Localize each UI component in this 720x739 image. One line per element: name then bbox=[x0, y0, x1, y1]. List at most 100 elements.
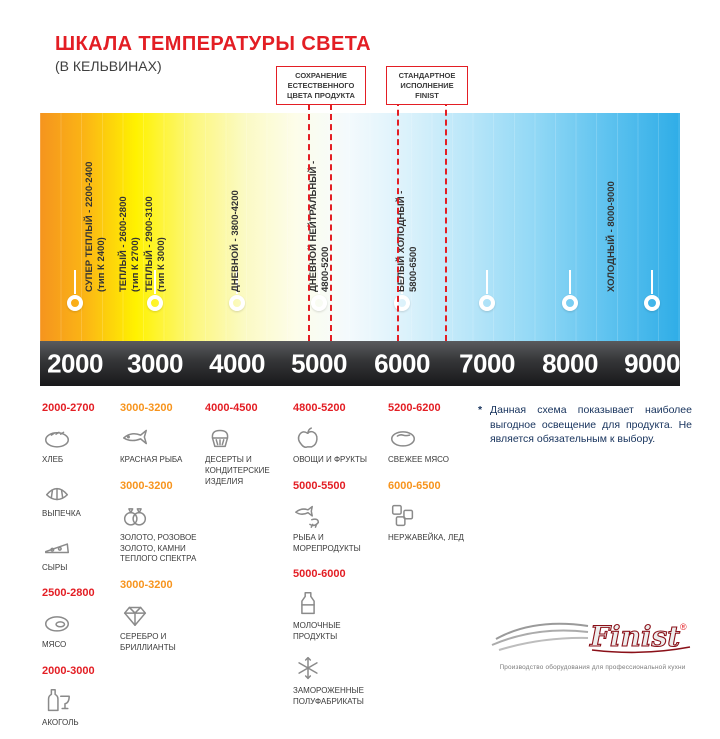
product-label: ХЛЕБ bbox=[42, 455, 64, 464]
product-item: ЗАМОРОЖЕННЫЕ ПОЛУФАБРИКАТЫ bbox=[293, 653, 387, 708]
marker-stem bbox=[74, 270, 76, 294]
finist-logo: Finist ® Производство оборудования для п… bbox=[490, 612, 695, 671]
kelvin-tick: 2000 bbox=[47, 348, 103, 378]
fresh-meat-icon bbox=[388, 422, 418, 452]
kelvin-tick: 3000 bbox=[127, 348, 183, 378]
range-label: 3000-3200 bbox=[120, 479, 173, 492]
logo-text: Finist bbox=[589, 620, 680, 653]
marker-ring-icon bbox=[229, 295, 245, 311]
product-column: 4800-5200 ОВОЩИ И ФРУКТЫ 5000-5500 РЫБА И М… bbox=[293, 402, 387, 718]
product-item: КРАСНАЯ РЫБА bbox=[120, 422, 202, 466]
marker-ring-icon bbox=[479, 295, 495, 311]
marker-stem bbox=[318, 270, 320, 294]
product-item: ЗОЛОТО, РОЗОВОЕ ЗОЛОТО, КАМНИ ТЕПЛОГО СП… bbox=[120, 500, 202, 565]
cheese-icon bbox=[42, 530, 72, 560]
marker-ring-icon bbox=[562, 295, 578, 311]
footnote-marker: * bbox=[478, 404, 483, 416]
product-item: МЯСО bbox=[42, 607, 118, 651]
kelvin-tick: 5000 bbox=[291, 348, 347, 378]
pastry-icon bbox=[42, 476, 72, 506]
logo-tagline: Производство оборудования для профессион… bbox=[499, 664, 686, 671]
meat-icon bbox=[42, 607, 72, 637]
range-label: 5000-6000 bbox=[293, 568, 346, 581]
diamond-icon bbox=[120, 599, 150, 629]
footnote-text: Данная схема показывает наиболее выгодно… bbox=[490, 404, 692, 446]
marker-ring-icon bbox=[147, 295, 163, 311]
product-label: ОВОЩИ И ФРУКТЫ bbox=[293, 455, 367, 464]
range-label: 4800-5200 bbox=[293, 402, 346, 414]
marker-stem bbox=[486, 270, 488, 294]
product-item: НЕРЖАВЕЙКА, ЛЕД bbox=[388, 500, 476, 544]
milk-icon bbox=[293, 588, 323, 618]
product-label: МЯСО bbox=[42, 640, 67, 650]
marker-stem bbox=[401, 270, 403, 294]
seafood-icon bbox=[293, 500, 323, 530]
callout-standard-finist: СТАНДАРТНОЕ ИСПОЛНЕНИЕ FINIST bbox=[386, 66, 468, 106]
product-label: СВЕЖЕЕ МЯСО bbox=[388, 455, 449, 464]
kelvin-ruler: 2000 3000 4000 5000 6000 7000 8000 9000 bbox=[40, 341, 680, 386]
product-label: РЫБА И МОРЕПРОДУКТЫ bbox=[293, 532, 361, 553]
marker-ring-icon bbox=[67, 295, 83, 311]
product-item: ОВОЩИ И ФРУКТЫ bbox=[293, 422, 387, 466]
product-column: 4000-4500 ДЕСЕРТЫ И КОНДИТЕРСКИЕ ИЗДЕЛИЯ bbox=[205, 402, 291, 497]
product-label: КРАСНАЯ РЫБА bbox=[120, 455, 183, 464]
product-label: СЫРЫ bbox=[42, 562, 68, 572]
fish-icon bbox=[120, 422, 150, 452]
rings-icon bbox=[120, 500, 150, 530]
product-item: СЫРЫ bbox=[42, 530, 118, 574]
product-item: СВЕЖЕЕ МЯСО bbox=[388, 422, 476, 466]
kelvin-tick: 4000 bbox=[209, 348, 265, 378]
marker-ring-icon bbox=[394, 295, 410, 311]
product-label: ВЫПЕЧКА bbox=[42, 508, 81, 518]
kelvin-tick: 9000 bbox=[624, 348, 680, 378]
product-column: 5200-6200 СВЕЖЕЕ МЯСО 6000-6500 НЕРЖАВЕЙКА,… bbox=[388, 402, 476, 554]
marker-stem bbox=[569, 270, 571, 294]
product-label: ДЕСЕРТЫ И КОНДИТЕРСКИЕ ИЗДЕЛИЯ bbox=[205, 455, 270, 486]
product-item: ДЕСЕРТЫ И КОНДИТЕРСКИЕ ИЗДЕЛИЯ bbox=[205, 422, 291, 487]
range-label: 3000-3200 bbox=[120, 402, 173, 414]
product-item: РЫБА И МОРЕПРОДУКТЫ bbox=[293, 500, 387, 555]
product-label: НЕРЖАВЕЙКА, ЛЕД bbox=[388, 532, 464, 542]
page-title: ШКАЛА ТЕМПЕРАТУРЫ СВЕТА bbox=[55, 33, 371, 55]
range-label: 5200-6200 bbox=[388, 402, 441, 414]
product-item: ХЛЕБ bbox=[42, 422, 118, 466]
range-label: 2500-2800 bbox=[42, 587, 95, 600]
marker-ring-icon bbox=[311, 295, 327, 311]
kelvin-tick: 7000 bbox=[459, 348, 515, 378]
marker-stem bbox=[651, 270, 653, 294]
fruits-icon bbox=[293, 422, 323, 452]
alcohol-icon bbox=[42, 685, 72, 715]
range-label: 2000-3000 bbox=[42, 665, 95, 678]
range-label: 4000-4500 bbox=[205, 402, 258, 414]
product-item: МОЛОЧНЫЕ ПРОДУКТЫ bbox=[293, 588, 387, 643]
callout-natural-color: СОХРАНЕНИЕ ЕСТЕСТВЕННОГО ЦВЕТА ПРОДУКТА bbox=[276, 66, 366, 106]
product-item: ВЫПЕЧКА bbox=[42, 476, 118, 520]
bread-icon bbox=[42, 422, 72, 452]
product-item: СЕРЕБРО И БРИЛЛИАНТЫ bbox=[120, 599, 202, 654]
product-item: АКОГОЛЬ bbox=[42, 685, 118, 729]
marker-stem bbox=[154, 270, 156, 294]
range-label: 3000-3200 bbox=[120, 579, 173, 592]
kelvin-gradient-bar bbox=[40, 113, 680, 341]
product-label: ЗОЛОТО, РОЗОВОЕ ЗОЛОТО, КАМНИ ТЕПЛОГО СП… bbox=[120, 532, 197, 564]
page-subtitle: (В КЕЛЬВИНАХ) bbox=[55, 58, 162, 74]
frozen-icon bbox=[293, 653, 323, 683]
footnote: * Данная схема показывает наиболее выгод… bbox=[478, 403, 692, 447]
light-temperature-infographic: ШКАЛА ТЕМПЕРАТУРЫ СВЕТА (В КЕЛЬВИНАХ) СО… bbox=[0, 33, 720, 728]
range-label: 2000-2700 bbox=[42, 402, 95, 414]
range-label: 5000-5500 bbox=[293, 479, 346, 492]
product-columns: 2000-2700 ХЛЕБ ВЫПЕЧКА СЫРЫ 2500-2800 МЯСО 200… bbox=[0, 402, 720, 727]
marker-ring-icon bbox=[644, 295, 660, 311]
logo-registered-icon: ® bbox=[680, 622, 687, 632]
kelvin-tick: 8000 bbox=[542, 348, 598, 378]
product-column: 2000-2700 ХЛЕБ ВЫПЕЧКА СЫРЫ 2500-2800 МЯСО 200… bbox=[42, 402, 118, 739]
product-column: 3000-3200 КРАСНАЯ РЫБА 3000-3200 ЗОЛОТО, РО… bbox=[120, 402, 202, 664]
finist-logo-graphic: Finist ® bbox=[491, 619, 691, 654]
kelvin-tick: 6000 bbox=[374, 348, 430, 378]
dessert-icon bbox=[205, 422, 235, 452]
product-label: ЗАМОРОЖЕННЫЕ ПОЛУФАБРИКАТЫ bbox=[293, 685, 364, 706]
marker-stem bbox=[236, 270, 238, 294]
product-label: МОЛОЧНЫЕ ПРОДУКТЫ bbox=[293, 621, 341, 642]
range-label: 6000-6500 bbox=[388, 479, 441, 492]
product-label: СЕРЕБРО И БРИЛЛИАНТЫ bbox=[120, 632, 176, 652]
